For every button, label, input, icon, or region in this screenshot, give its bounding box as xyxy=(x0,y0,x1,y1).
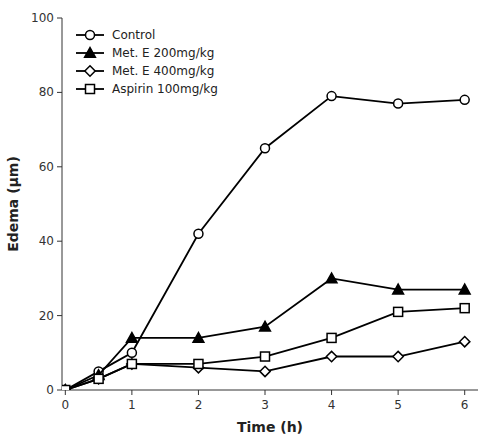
x-tick xyxy=(131,390,132,395)
y-tick-label: 40 xyxy=(39,234,54,248)
series-marker xyxy=(327,333,336,342)
chart: 0123456020406080100Time (h)Edema (μm)Con… xyxy=(0,0,500,444)
x-tick xyxy=(265,390,266,395)
y-tick xyxy=(57,390,62,391)
series-marker xyxy=(460,304,469,313)
y-tick xyxy=(57,315,62,316)
legend-marker xyxy=(86,85,95,94)
x-tick xyxy=(398,390,399,395)
y-tick xyxy=(57,241,62,242)
series-line xyxy=(65,308,464,390)
legend-label: Met. E 400mg/kg xyxy=(112,64,214,78)
series-marker xyxy=(194,229,203,238)
series-marker xyxy=(127,359,136,368)
legend-label: Met. E 200mg/kg xyxy=(112,46,214,60)
y-tick xyxy=(57,18,62,19)
series-marker xyxy=(326,351,336,361)
x-tick xyxy=(65,390,66,395)
series-marker xyxy=(460,336,470,346)
series-marker xyxy=(62,385,71,390)
y-axis-line xyxy=(62,18,63,390)
series-marker xyxy=(393,284,404,294)
series-line xyxy=(65,278,464,390)
series xyxy=(62,273,470,390)
series-marker xyxy=(261,144,270,153)
legend: Control Met. E 200mg/kg Met. E 400mg/kg Asp… xyxy=(76,28,218,96)
legend-label: Aspirin 100mg/kg xyxy=(112,82,218,96)
series-marker xyxy=(460,95,469,104)
series xyxy=(62,336,470,390)
x-tick-label: 3 xyxy=(261,398,269,412)
x-tick-label: 4 xyxy=(328,398,336,412)
legend-label: Control xyxy=(112,28,155,42)
series-marker xyxy=(260,366,270,376)
legend-marker xyxy=(86,31,95,40)
series-marker xyxy=(459,284,470,294)
series-marker xyxy=(393,351,403,361)
y-tick xyxy=(57,166,62,167)
y-tick-label: 100 xyxy=(31,11,54,25)
series-marker xyxy=(126,333,137,343)
axes: 0123456020406080100 xyxy=(31,11,478,412)
series-line xyxy=(65,342,464,390)
plot-area xyxy=(62,92,470,390)
x-tick-label: 2 xyxy=(195,398,203,412)
x-axis-label: Time (h) xyxy=(237,419,303,435)
y-axis-label: Edema (μm) xyxy=(5,156,21,252)
series-marker xyxy=(326,273,337,283)
series-marker xyxy=(127,359,137,369)
y-tick-label: 20 xyxy=(39,309,54,323)
series-marker xyxy=(194,359,203,368)
x-tick xyxy=(198,390,199,395)
x-tick xyxy=(331,390,332,395)
series-marker xyxy=(327,92,336,101)
series-marker xyxy=(94,374,103,383)
y-tick xyxy=(57,92,62,93)
x-tick-label: 1 xyxy=(128,398,136,412)
x-tick xyxy=(464,390,465,395)
x-tick-label: 5 xyxy=(394,398,402,412)
series xyxy=(62,92,469,390)
series-marker xyxy=(127,348,136,357)
series-marker xyxy=(62,385,71,390)
series-marker xyxy=(394,99,403,108)
series xyxy=(62,304,469,390)
series-marker xyxy=(394,307,403,316)
series-line xyxy=(65,96,464,390)
y-tick-label: 80 xyxy=(39,85,54,99)
legend-marker xyxy=(85,66,95,76)
series-marker xyxy=(93,374,103,384)
x-tick-label: 0 xyxy=(62,398,70,412)
series-marker xyxy=(261,352,270,361)
series-marker xyxy=(193,333,204,343)
x-axis-line xyxy=(62,390,478,391)
series-marker xyxy=(260,321,271,331)
series-marker xyxy=(62,386,70,391)
series-marker xyxy=(62,386,70,391)
legend-marker xyxy=(85,48,96,58)
y-tick-label: 60 xyxy=(39,160,54,174)
x-tick-label: 6 xyxy=(461,398,469,412)
y-tick-label: 0 xyxy=(46,383,54,397)
